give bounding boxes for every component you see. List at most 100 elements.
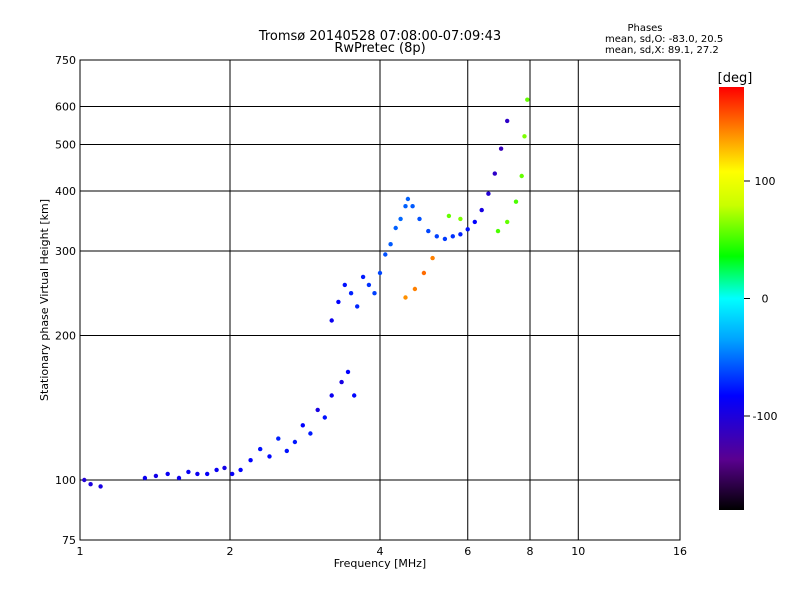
data-point [492,171,497,176]
data-point [315,407,320,413]
colorbar-ticks: 100 0 -100 [744,175,777,423]
x-axis-label: Frequency [MHz] [334,557,426,570]
phase-stats-o: mean, sd,O: -83.0, 20.5 [605,34,723,45]
data-point [412,286,418,292]
data-point [403,295,408,300]
data-point [498,146,504,151]
data-point [383,252,388,257]
data-point [258,446,263,452]
y-tick-label: 300 [55,245,76,258]
data-point [388,242,393,247]
data-point [398,216,403,222]
data-point [195,471,200,477]
data-point [450,234,455,239]
data-point [284,448,289,454]
data-points [82,97,530,489]
data-point [276,436,281,441]
data-point [322,415,327,420]
data-point [339,379,344,385]
data-point [360,274,366,280]
chart-subtitle: RwPretec (8p) [334,41,425,56]
x-tick-label: 1 [77,545,84,558]
phase-stats-heading: Phases [627,23,662,34]
data-point [426,228,431,234]
data-point [186,469,191,475]
data-point [505,118,510,124]
data-point [417,216,422,222]
data-point [522,134,527,139]
data-point [352,393,357,398]
x-tick-label: 16 [673,545,687,558]
chart-title: Tromsø 20140528 07:08:00-07:09:43 [258,29,501,44]
x-tick-label: 6 [464,545,471,558]
data-point [300,423,305,428]
data-point [98,484,103,489]
data-point [214,467,219,473]
data-point [222,465,227,471]
y-tick-label: 750 [55,54,76,67]
data-point [292,439,298,445]
data-point [446,213,452,219]
data-point [495,228,501,234]
colorbar-scale [719,87,744,510]
data-point [248,458,253,463]
data-point [345,369,351,375]
data-point [230,471,235,477]
data-point [505,219,510,225]
data-point [442,236,448,242]
data-point [434,234,439,239]
x-tick-label: 4 [377,545,384,558]
x-axis-ticks: 1 2 4 6 8 10 16 [77,545,688,558]
y-tick-label: 200 [55,330,76,343]
data-point [519,173,524,179]
y-tick-label: 400 [55,185,76,198]
y-axis-label: Stationary phase Virtual Height [km] [38,199,51,401]
y-tick-label: 600 [55,101,76,114]
data-point [308,431,313,436]
data-point [329,318,334,323]
colorbar-tick-label: 0 [762,293,769,306]
y-tick-label: 500 [55,139,76,152]
data-point [458,232,463,237]
data-point [142,475,148,481]
x-tick-label: 10 [571,545,585,558]
data-point [88,482,93,487]
y-tick-label: 75 [62,534,76,547]
data-point [410,204,415,209]
data-point [393,225,398,231]
phase-stats-x: mean, sd,X: 89.1, 27.2 [605,45,719,56]
data-point [238,467,243,473]
data-point [82,477,87,483]
data-point [336,299,341,305]
data-point [377,270,383,276]
data-point [472,219,477,225]
data-point [403,204,408,209]
data-point [329,393,334,398]
x-tick-label: 2 [227,545,234,558]
data-point [176,475,182,481]
data-point [513,199,519,204]
grid-lines [80,60,680,540]
data-point [153,473,159,479]
colorbar-tick-label: -100 [753,410,778,423]
data-point [366,282,372,288]
data-point [458,216,463,222]
data-point [421,270,427,276]
data-point [430,255,435,261]
data-point [405,196,411,202]
colorbar-tick-label: 100 [755,175,776,188]
x-tick-label: 8 [527,545,534,558]
colorbar: [deg] 100 0 -100 [718,71,777,510]
data-point [205,471,210,477]
data-point [372,291,377,296]
plot-area [79,59,681,541]
y-axis-ticks: 75 100 200 300 400 500 600 750 [55,54,76,547]
colorbar-label: [deg] [718,71,753,86]
data-point [465,227,470,232]
data-point [165,471,170,477]
data-point [342,282,347,288]
data-point [486,191,491,196]
data-point [348,291,354,296]
data-point [267,454,272,459]
